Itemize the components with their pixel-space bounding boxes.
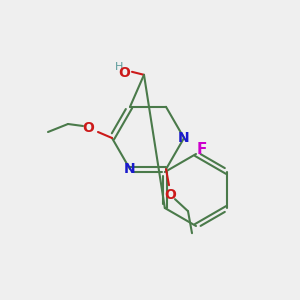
Text: N: N	[178, 131, 190, 145]
Text: O: O	[82, 121, 94, 135]
Text: H: H	[115, 62, 123, 72]
Text: O: O	[164, 188, 176, 202]
Text: O: O	[118, 66, 130, 80]
Text: F: F	[197, 142, 207, 158]
Text: N: N	[124, 162, 136, 176]
